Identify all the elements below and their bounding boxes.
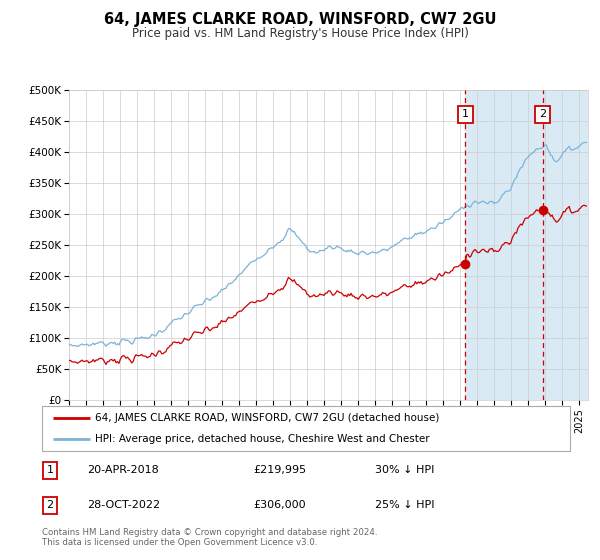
Text: 64, JAMES CLARKE ROAD, WINSFORD, CW7 2GU: 64, JAMES CLARKE ROAD, WINSFORD, CW7 2GU [104, 12, 496, 27]
Text: Contains HM Land Registry data © Crown copyright and database right 2024.
This d: Contains HM Land Registry data © Crown c… [42, 528, 377, 547]
Text: £306,000: £306,000 [253, 501, 306, 510]
Text: 20-APR-2018: 20-APR-2018 [87, 465, 158, 475]
Text: HPI: Average price, detached house, Cheshire West and Chester: HPI: Average price, detached house, Ches… [95, 433, 430, 444]
Text: 25% ↓ HPI: 25% ↓ HPI [374, 501, 434, 510]
Text: 1: 1 [46, 465, 53, 475]
Text: 2: 2 [539, 109, 546, 119]
Bar [466, 90, 600, 400]
Text: 28-OCT-2022: 28-OCT-2022 [87, 501, 160, 510]
Text: Price paid vs. HM Land Registry's House Price Index (HPI): Price paid vs. HM Land Registry's House … [131, 27, 469, 40]
Text: 30% ↓ HPI: 30% ↓ HPI [374, 465, 434, 475]
FancyBboxPatch shape [42, 406, 570, 451]
Text: 2: 2 [46, 501, 53, 510]
Text: £219,995: £219,995 [253, 465, 307, 475]
Text: 1: 1 [462, 109, 469, 119]
Text: 64, JAMES CLARKE ROAD, WINSFORD, CW7 2GU (detached house): 64, JAMES CLARKE ROAD, WINSFORD, CW7 2GU… [95, 413, 439, 423]
